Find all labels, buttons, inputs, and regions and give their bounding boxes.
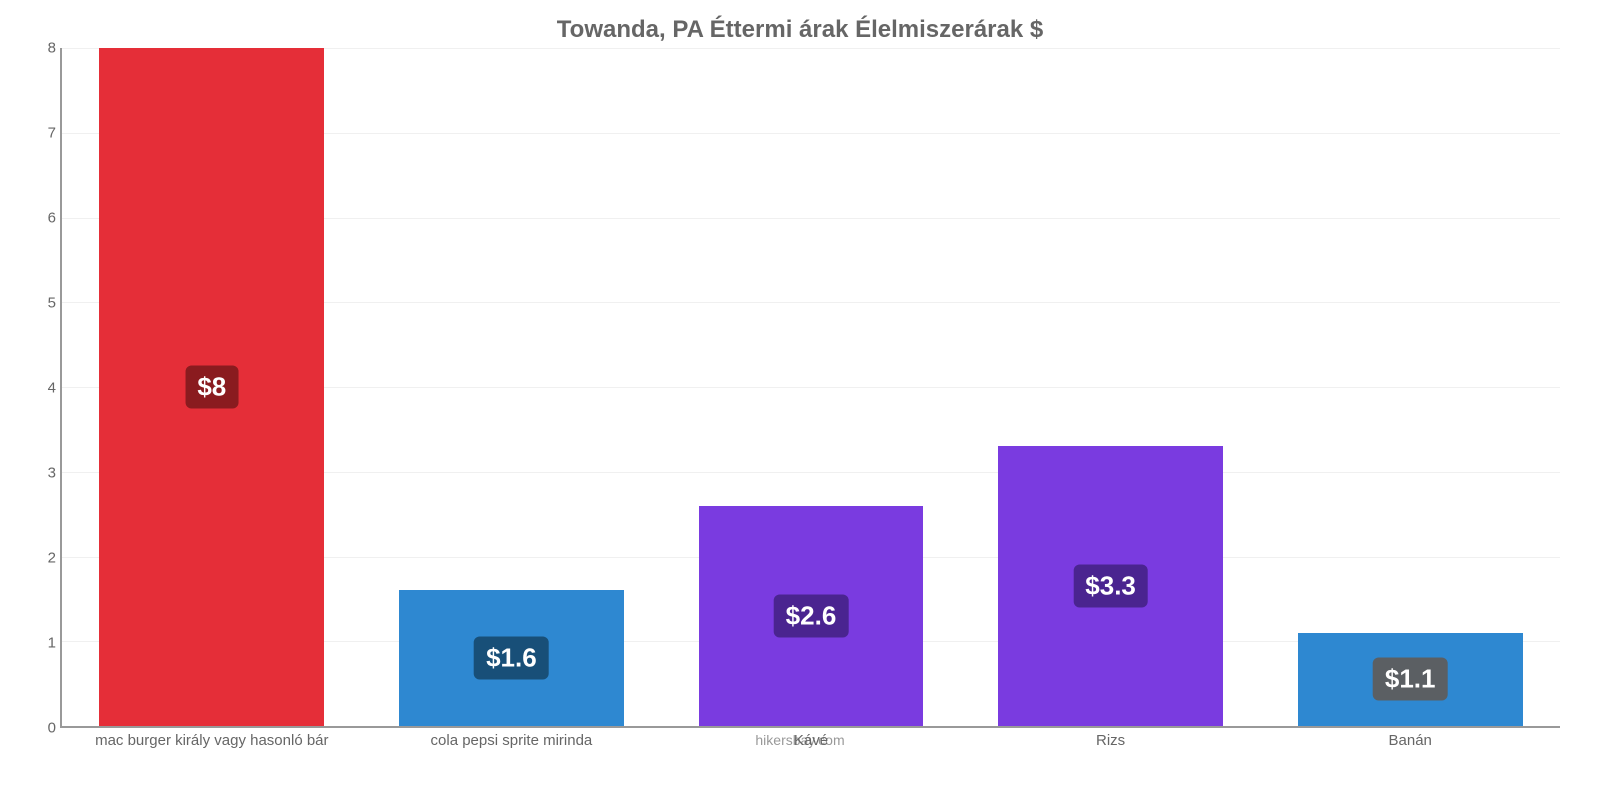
bar: $1.1	[1298, 633, 1523, 726]
x-tick-label: Kávé	[794, 732, 828, 749]
chart-title: Towanda, PA Éttermi árak Élelmiszerárak …	[20, 16, 1580, 44]
y-tick-label: 7	[26, 125, 56, 142]
y-tick-label: 3	[26, 465, 56, 482]
bar-value-label: $2.6	[774, 594, 849, 637]
bar: $8	[99, 48, 324, 726]
bar: $1.6	[399, 590, 624, 726]
y-tick-label: 5	[26, 295, 56, 312]
bar: $3.3	[998, 446, 1223, 726]
y-tick-label: 0	[26, 720, 56, 737]
x-axis-labels: mac burger király vagy hasonló bár cola p…	[62, 726, 1560, 756]
bars-layer: $8 $1.6 $2.6 $3.3 $1.1	[62, 48, 1560, 726]
x-tick-label: Rizs	[1096, 732, 1125, 749]
price-bar-chart: Towanda, PA Éttermi árak Élelmiszerárak …	[0, 0, 1600, 800]
plot: $8$1.6$2.6$3.3$1.1 mac burger király vag…	[60, 48, 1560, 728]
y-tick-label: 8	[26, 40, 56, 57]
bar-value-label: $1.6	[474, 637, 549, 680]
y-axis: 012345678	[26, 48, 56, 728]
y-tick-label: 4	[26, 380, 56, 397]
x-tick-label: Banán	[1389, 732, 1432, 749]
y-tick-label: 2	[26, 550, 56, 567]
y-tick-label: 6	[26, 210, 56, 227]
x-tick-label: cola pepsi sprite mirinda	[431, 732, 593, 749]
y-tick-label: 1	[26, 635, 56, 652]
bar-value-label: $1.1	[1373, 658, 1448, 701]
bar: $2.6	[699, 506, 924, 726]
bar-value-label: $8	[185, 366, 238, 409]
x-tick-label: mac burger király vagy hasonló bár	[95, 732, 328, 749]
plot-area: 012345678 $8$1.6$2.6$3.3$1.1 mac burger …	[60, 48, 1560, 728]
bar-value-label: $3.3	[1073, 565, 1148, 608]
